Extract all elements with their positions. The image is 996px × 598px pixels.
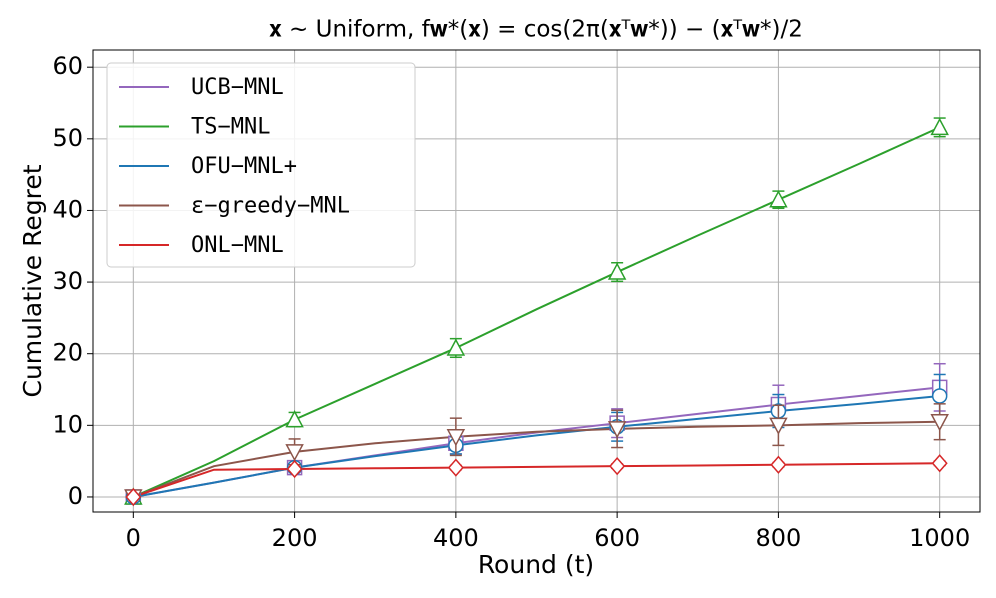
series-line (132, 462, 940, 498)
marker (285, 444, 304, 462)
y-tick-label: 0 (68, 482, 83, 510)
marker (447, 458, 464, 477)
marker (607, 421, 627, 439)
chart-title: 𝐱 ∼ Uniform, f𝐰*(𝐱) = cos(2π(𝐱ᵀ𝐰*)) − (𝐱… (269, 17, 803, 43)
y-tick-label: 10 (52, 410, 83, 438)
marker (446, 338, 466, 356)
y-tick-label: 30 (52, 267, 83, 295)
marker (931, 388, 948, 404)
legend-label: ONL−MNL (191, 233, 284, 258)
legend-label: TS−MNL (191, 115, 270, 140)
x-tick-label: 600 (594, 524, 640, 552)
series-line (133, 386, 940, 498)
x-tick-label: 200 (272, 524, 318, 552)
marker (769, 417, 788, 435)
x-tick-label: 1000 (909, 524, 970, 552)
marker (446, 429, 466, 447)
marker (609, 457, 626, 476)
marker (930, 117, 949, 136)
series-line (133, 394, 940, 498)
legend-box (106, 62, 416, 268)
y-axis-label: Cumulative Regret (18, 164, 47, 397)
legend-label: OFU−MNL+ (191, 154, 297, 179)
marker (769, 190, 788, 208)
series-line (132, 126, 941, 498)
y-tick-label: 20 (52, 339, 83, 367)
marker (286, 459, 303, 479)
x-tick-label: 400 (433, 524, 479, 552)
marker (770, 455, 787, 474)
x-axis-label: Round (t) (478, 550, 594, 579)
y-tick-label: 40 (52, 195, 83, 223)
y-tick-label: 60 (52, 52, 83, 80)
marker (607, 262, 627, 280)
legend-label: ε−greedy−MNL (191, 194, 350, 219)
x-tick-label: 0 (126, 524, 141, 552)
marker (285, 410, 304, 428)
x-tick-label: 800 (756, 524, 802, 552)
marker (930, 413, 949, 432)
marker (931, 454, 948, 473)
y-tick-label: 50 (52, 124, 83, 152)
marker (125, 487, 142, 507)
plot-frame (92, 49, 981, 513)
series-line (132, 420, 940, 498)
legend-label: UCB−MNL (191, 75, 284, 100)
